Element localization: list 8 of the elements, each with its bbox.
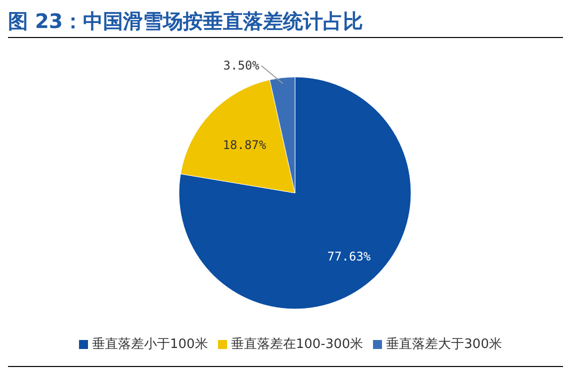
legend-label: 垂直落差在100-300米 [230,336,364,353]
pie-slice [178,76,412,310]
data-label: 3.50% [223,58,260,73]
data-label: 18.87% [222,138,267,152]
chart-title: 图 23：中国滑雪场按垂直落差统计占比 [8,8,563,38]
legend-label: 垂直落差大于300米 [386,336,502,353]
legend-label: 垂直落差小于100米 [92,336,208,353]
data-label: 77.63% [327,250,372,264]
